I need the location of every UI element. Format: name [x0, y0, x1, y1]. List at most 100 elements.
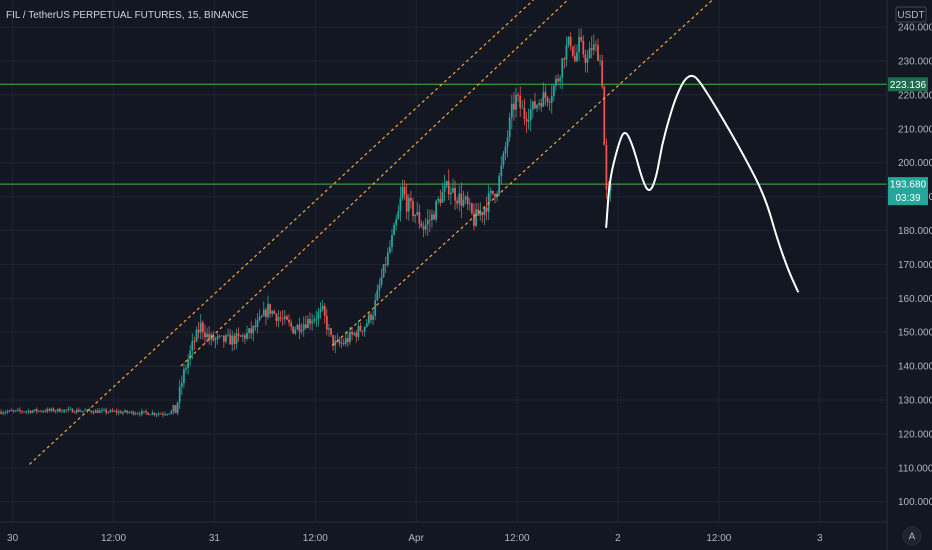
candle-body — [189, 350, 192, 360]
x-tick-label: 12:00 — [101, 533, 126, 544]
candle-body — [29, 410, 32, 413]
candle-body — [48, 409, 51, 411]
candle-body — [197, 329, 200, 333]
candle-body — [191, 340, 194, 351]
channel-line[interactable] — [331, 0, 727, 347]
candle-body — [382, 264, 385, 277]
candle-body — [264, 309, 267, 318]
candle-body — [466, 196, 469, 205]
candle-body — [260, 315, 263, 317]
candle-body — [357, 325, 360, 337]
candle-body — [569, 36, 572, 47]
candle-body — [286, 316, 288, 320]
candle-body — [147, 412, 150, 415]
candle-body — [37, 410, 40, 412]
currency-label-box[interactable] — [895, 6, 927, 23]
candle-body — [403, 186, 406, 195]
candle-body — [187, 359, 190, 368]
candle-body — [460, 193, 463, 206]
candle-body — [340, 342, 343, 344]
time-axis[interactable]: 30 12:00 31 12:00 Apr 12:00 2 12:00 3 — [7, 533, 823, 544]
candle-body — [393, 224, 396, 236]
candle-body — [183, 369, 185, 384]
auto-scale-button[interactable] — [902, 526, 922, 546]
candle-body — [225, 335, 227, 342]
candle-body — [170, 411, 173, 414]
candle-body — [69, 408, 72, 410]
candle-body — [166, 414, 169, 415]
candle-body — [218, 335, 221, 337]
candle-body — [506, 137, 509, 147]
candle-body — [580, 36, 583, 41]
auto-scale-label[interactable]: A — [909, 532, 916, 543]
candle-body — [19, 409, 21, 411]
candle-body — [172, 405, 175, 412]
candle-body — [122, 412, 124, 414]
candle-body — [378, 284, 381, 291]
candle-body — [546, 97, 549, 102]
candle-body — [117, 411, 120, 413]
candle-body — [300, 329, 303, 332]
price-axis[interactable]: 240.000230.000220.000210.000200.000190.0… — [898, 23, 932, 509]
candle-body — [233, 335, 236, 344]
candle-body — [458, 193, 461, 204]
candle-body — [46, 409, 49, 412]
candle-body — [294, 329, 297, 334]
channel-line[interactable] — [29, 0, 559, 465]
candle-body — [389, 247, 391, 253]
candle-body — [229, 334, 232, 345]
candle-body — [31, 410, 34, 413]
candle-body — [468, 203, 471, 205]
candle-body — [473, 213, 475, 226]
candle-body — [174, 405, 177, 414]
candle-body — [73, 412, 76, 414]
candle-body — [344, 338, 347, 344]
candle-body — [199, 322, 202, 333]
candle-body — [483, 207, 486, 216]
candle-body — [588, 48, 591, 59]
candle-body — [40, 410, 42, 412]
candle-body — [6, 411, 9, 413]
candle-body — [353, 332, 356, 335]
candle-body — [334, 340, 337, 346]
candle-body — [462, 199, 465, 206]
candle-body — [475, 209, 477, 226]
candle-body — [361, 330, 364, 332]
candle-body — [418, 212, 421, 224]
candle-body — [164, 414, 166, 416]
candle-body — [256, 320, 259, 328]
candle-body — [201, 322, 204, 333]
candle-body — [363, 326, 366, 332]
candle-body — [124, 410, 126, 413]
candle-body — [571, 46, 574, 56]
candle-body — [254, 325, 257, 328]
candle-body — [380, 276, 383, 285]
candle-body — [563, 58, 566, 60]
candle-body — [519, 95, 522, 108]
candle-body — [243, 335, 246, 339]
candle-body — [590, 48, 593, 51]
currency-label[interactable]: USDT — [897, 10, 924, 21]
candle-body — [550, 96, 553, 103]
candle-body — [431, 214, 433, 221]
x-tick-label: 12:00 — [505, 533, 530, 544]
candle-body — [302, 324, 305, 330]
candle-body — [214, 338, 217, 341]
candle-body — [111, 410, 114, 412]
candle-body — [349, 331, 351, 342]
candle-body — [317, 312, 320, 319]
candle-body — [365, 323, 368, 327]
candle-body — [107, 412, 110, 413]
candle-body — [544, 92, 547, 98]
candle-body — [273, 311, 276, 314]
x-tick-label: 2 — [615, 533, 621, 544]
candle-body — [401, 186, 404, 199]
candle-body — [445, 181, 448, 186]
candle-body — [12, 410, 15, 412]
channel-line[interactable] — [180, 0, 593, 367]
candle-body — [35, 409, 38, 412]
candle-body — [235, 333, 238, 344]
candle-body — [447, 181, 450, 195]
